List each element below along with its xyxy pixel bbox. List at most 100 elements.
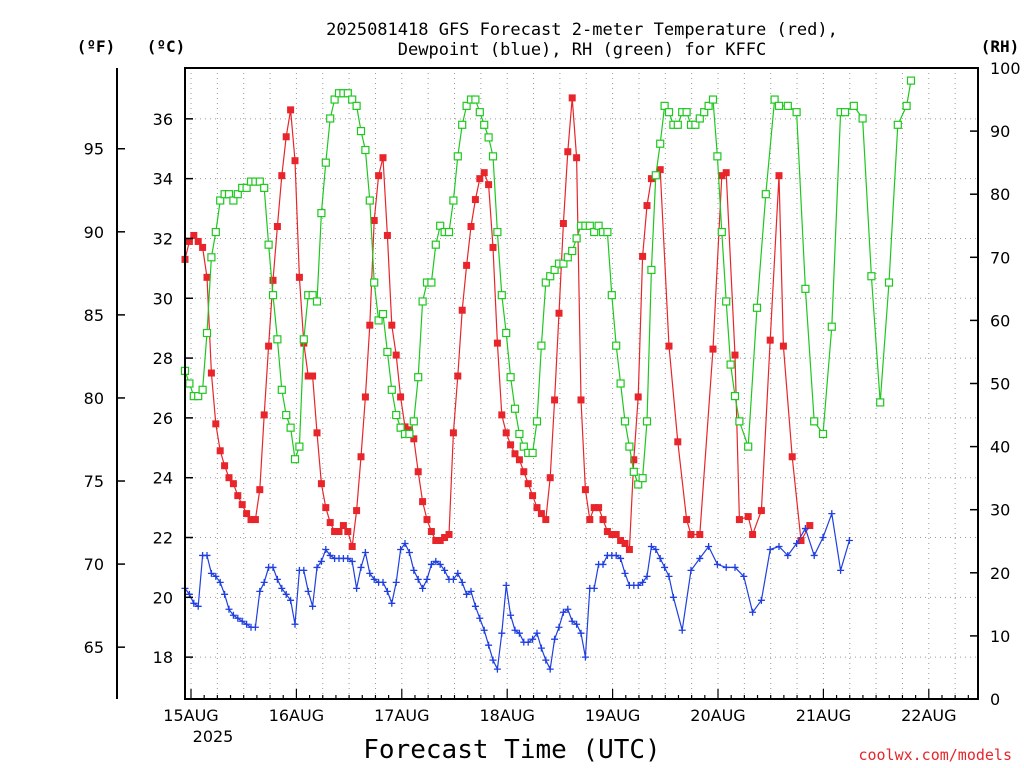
celsius-tick-label: 22 <box>153 529 173 548</box>
rh-tick-label: 80 <box>990 185 1010 204</box>
temperature-point <box>278 172 286 180</box>
rh-point <box>673 120 682 129</box>
rh-point <box>594 221 603 230</box>
dewpoint-point <box>784 551 792 559</box>
rh-point <box>475 108 484 117</box>
temperature-point <box>806 522 814 530</box>
dewpoint-point <box>357 563 365 571</box>
fahrenheit-tick-label: 80 <box>84 389 104 408</box>
dewpoint-point <box>353 584 361 592</box>
temperature-point <box>515 456 523 464</box>
temperature-point <box>621 539 629 547</box>
celsius-axis-label: (ºC) <box>147 37 186 56</box>
dewpoint-point <box>216 578 224 586</box>
rh-point <box>471 95 480 104</box>
rh-point <box>202 328 212 338</box>
fahrenheit-tick-label: 95 <box>84 140 104 159</box>
dewpoint-point <box>793 539 801 547</box>
rh-tick-label: 10 <box>990 627 1010 646</box>
temperature-point <box>564 148 572 156</box>
dewpoint-point <box>639 578 647 586</box>
temperature-point <box>410 435 418 443</box>
rh-point <box>616 379 625 388</box>
rh-point <box>405 429 414 439</box>
dewpoint-point <box>203 551 211 559</box>
dewpoint-point <box>370 575 378 583</box>
temperature-point <box>401 423 409 431</box>
rh-tick-label: 100 <box>990 59 1021 78</box>
rh-point <box>378 309 388 319</box>
rh-point <box>638 474 647 483</box>
rh-point <box>818 429 828 439</box>
dewpoint-point <box>537 644 545 652</box>
temperature-point <box>331 528 339 536</box>
rh-point <box>449 196 458 205</box>
dewpoint-point <box>388 599 396 607</box>
rh-point <box>515 429 524 439</box>
x-tick-label: 22AUG <box>901 706 956 725</box>
fahrenheit-tick-label: 75 <box>84 472 104 491</box>
dewpoint-point <box>419 584 427 592</box>
celsius-tick-label: 30 <box>153 289 173 308</box>
rh-point <box>647 265 656 275</box>
celsius-tick-label: 34 <box>153 170 173 189</box>
temperature-point <box>379 154 387 162</box>
temperature-point <box>551 396 559 404</box>
rh-point <box>612 341 621 350</box>
temperature-point <box>546 474 554 482</box>
temperature-point <box>256 486 264 494</box>
rh-tick-label: 40 <box>990 438 1010 457</box>
rh-point <box>453 152 462 161</box>
temperature-point <box>441 534 449 542</box>
temperature-point <box>353 507 361 515</box>
dewpoint-point <box>344 554 352 562</box>
dewpoint-point <box>322 545 330 553</box>
dewpoint-line <box>184 511 850 672</box>
rh-point <box>585 221 594 230</box>
dewpoint-point <box>661 563 669 571</box>
x-tick-label: 20AUG <box>690 706 745 725</box>
temperature-point <box>199 243 207 251</box>
temperature-point <box>243 510 251 518</box>
dewpoint-point <box>621 569 629 577</box>
rh-axis-label: (RH) <box>981 37 1020 56</box>
chart-title-line2: Dewpoint (blue), RH (green) for KFFC <box>398 40 766 60</box>
temperature-point <box>718 172 726 180</box>
dewpoint-point <box>291 620 299 628</box>
dewpoint-point <box>251 623 259 631</box>
dewpoint-point <box>485 641 493 649</box>
rh-point <box>233 190 242 199</box>
dewpoint-point <box>740 572 748 580</box>
rh-point <box>308 291 317 300</box>
dewpoint-point <box>432 557 440 565</box>
temperature-point <box>731 351 739 359</box>
temperature-point <box>656 166 664 174</box>
temperature-point <box>317 480 325 488</box>
temperature-point <box>533 504 541 512</box>
plot-frame <box>116 67 979 700</box>
x-tick-label: 17AUG <box>374 706 429 725</box>
dewpoint-point <box>190 599 198 607</box>
temperature-point <box>766 336 774 344</box>
dewpoint-point <box>498 629 506 637</box>
rh-point <box>695 114 704 123</box>
temperature-point <box>463 261 471 269</box>
dewpoint-point <box>656 554 664 562</box>
rh-point <box>348 95 357 104</box>
rh-point <box>642 417 652 426</box>
rh-point <box>858 114 867 123</box>
temperature-line <box>184 97 811 552</box>
temperature-point <box>375 172 383 180</box>
temperature-point <box>339 522 347 530</box>
rh-point <box>607 291 616 300</box>
temperature-point <box>383 231 391 239</box>
rh-point <box>497 291 506 300</box>
dewpoint-point <box>313 563 321 571</box>
rh-point <box>704 101 713 110</box>
rh-point <box>713 152 722 161</box>
temperature-point <box>507 441 515 449</box>
dewpoint-point <box>551 635 559 643</box>
rh-point <box>286 423 295 432</box>
rh-point <box>370 278 379 287</box>
temperature-point <box>216 447 224 455</box>
